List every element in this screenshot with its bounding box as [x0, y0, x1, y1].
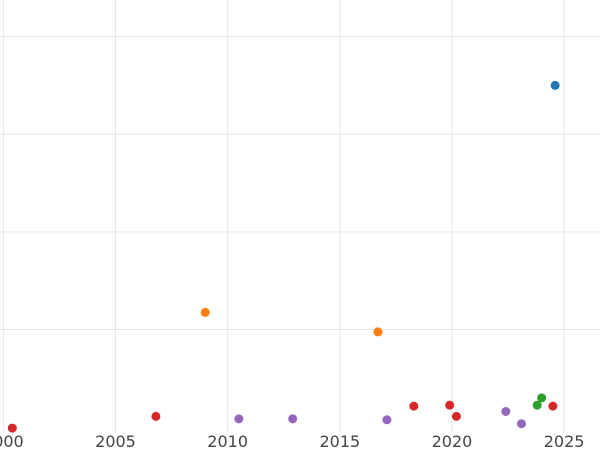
x-tick-label-2025: 2025	[544, 432, 585, 450]
x-tick-label-2010: 2010	[207, 432, 248, 450]
data-point-s3-1	[151, 411, 161, 421]
x-tick-label-2020: 2020	[432, 432, 473, 450]
data-point-s1-1	[373, 327, 383, 337]
data-point-s3-0	[7, 423, 17, 433]
x-tick-label-2000: 2000	[0, 432, 24, 450]
x-tick-labels: 2000 2005 2010 2015 2020 2025	[0, 432, 584, 450]
data-point-s0-0	[550, 80, 560, 90]
grid-layer	[0, 0, 600, 432]
data-point-s2-0	[532, 400, 542, 410]
data-point-s3-5	[548, 401, 558, 411]
data-point-s4-1	[288, 414, 298, 424]
data-point-s2-1	[537, 393, 547, 403]
data-point-s4-0	[234, 414, 244, 424]
data-point-s3-3	[445, 400, 455, 410]
data-point-s3-4	[451, 411, 461, 421]
data-point-s4-3	[501, 406, 511, 416]
data-point-s4-4	[516, 419, 526, 429]
data-point-s4-2	[382, 415, 392, 425]
data-point-s3-2	[409, 401, 419, 411]
data-points	[7, 80, 560, 433]
x-tick-label-2015: 2015	[319, 432, 360, 450]
data-point-s1-0	[200, 307, 210, 317]
x-tick-label-2005: 2005	[95, 432, 136, 450]
